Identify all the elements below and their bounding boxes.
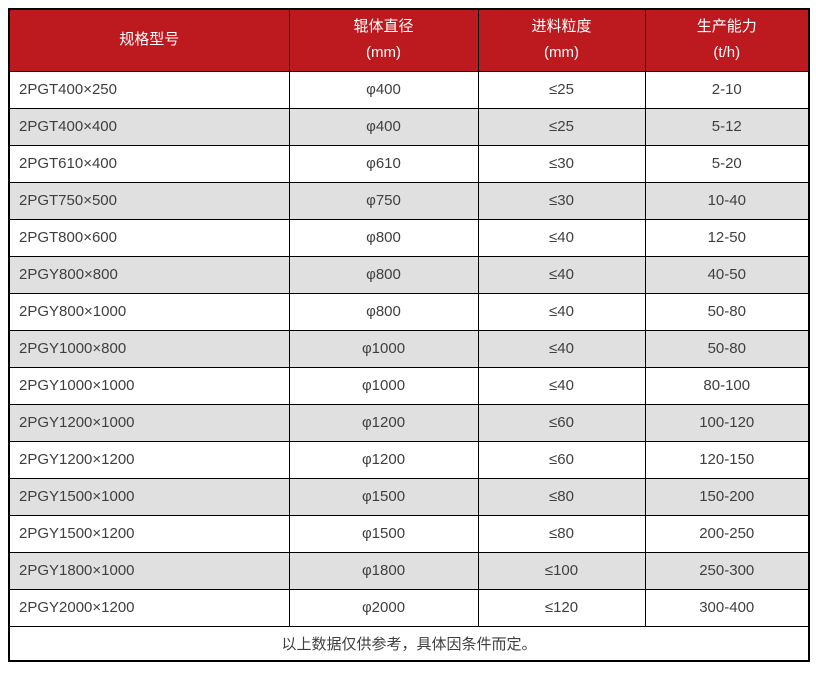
- table-row: 2PGT750×500 φ750 ≤30 10-40: [8, 181, 810, 220]
- cell-capacity: 50-80: [644, 292, 810, 331]
- column-header-feed-size-title: 进料粒度: [531, 18, 592, 36]
- spec-table-body: 2PGT400×250 φ400 ≤25 2-10 2PGT400×400 φ4…: [8, 70, 810, 627]
- cell-roller-diameter: φ1000: [288, 329, 479, 368]
- column-header-feed-size: 进料粒度 (mm): [477, 8, 646, 72]
- cell-feed-size: ≤40: [477, 292, 646, 331]
- cell-roller-diameter: φ1200: [288, 440, 479, 479]
- cell-capacity: 300-400: [644, 588, 810, 627]
- cell-roller-diameter: φ2000: [288, 588, 479, 627]
- column-header-model-title: 规格型号: [119, 31, 180, 49]
- cell-feed-size: ≤60: [477, 440, 646, 479]
- footer-row: 以上数据仅供参考，具体因条件而定。: [8, 625, 810, 662]
- cell-model: 2PGY2000×1200: [8, 588, 290, 627]
- cell-feed-size: ≤40: [477, 366, 646, 405]
- cell-capacity: 200-250: [644, 514, 810, 553]
- cell-capacity: 40-50: [644, 255, 810, 294]
- cell-model: 2PGY1200×1200: [8, 440, 290, 479]
- table-row: 2PGY1800×1000 φ1800 ≤100 250-300: [8, 551, 810, 590]
- column-header-feed-size-unit: (mm): [544, 44, 579, 62]
- cell-feed-size: ≤80: [477, 477, 646, 516]
- table-row: 2PGY1000×800 φ1000 ≤40 50-80: [8, 329, 810, 368]
- table-row: 2PGT400×400 φ400 ≤25 5-12: [8, 107, 810, 146]
- cell-roller-diameter: φ750: [288, 181, 479, 220]
- table-row: 2PGY2000×1200 φ2000 ≤120 300-400: [8, 588, 810, 627]
- header-row: 规格型号 辊体直径 (mm) 进料粒度 (mm) 生产能力 (t/h): [8, 8, 810, 72]
- cell-feed-size: ≤30: [477, 181, 646, 220]
- cell-capacity: 5-12: [644, 107, 810, 146]
- cell-capacity: 12-50: [644, 218, 810, 257]
- cell-model: 2PGY1200×1000: [8, 403, 290, 442]
- table-row: 2PGT610×400 φ610 ≤30 5-20: [8, 144, 810, 183]
- cell-model: 2PGY1000×1000: [8, 366, 290, 405]
- cell-roller-diameter: φ1500: [288, 477, 479, 516]
- spec-table-container: 规格型号 辊体直径 (mm) 进料粒度 (mm) 生产能力 (t/h) 2PGT…: [8, 8, 810, 662]
- cell-capacity: 250-300: [644, 551, 810, 590]
- column-header-capacity-title: 生产能力: [696, 18, 757, 36]
- cell-model: 2PGT400×400: [8, 107, 290, 146]
- column-header-model: 规格型号: [8, 8, 290, 72]
- cell-roller-diameter: φ610: [288, 144, 479, 183]
- cell-roller-diameter: φ400: [288, 107, 479, 146]
- cell-model: 2PGY800×1000: [8, 292, 290, 331]
- cell-model: 2PGT400×250: [8, 70, 290, 109]
- cell-feed-size: ≤60: [477, 403, 646, 442]
- cell-roller-diameter: φ800: [288, 255, 479, 294]
- table-row: 2PGY1500×1000 φ1500 ≤80 150-200: [8, 477, 810, 516]
- column-header-capacity: 生产能力 (t/h): [644, 8, 810, 72]
- cell-roller-diameter: φ1200: [288, 403, 479, 442]
- table-row: 2PGT400×250 φ400 ≤25 2-10: [8, 70, 810, 109]
- column-header-roller-diameter: 辊体直径 (mm): [288, 8, 479, 72]
- cell-model: 2PGY800×800: [8, 255, 290, 294]
- table-row: 2PGY1000×1000 φ1000 ≤40 80-100: [8, 366, 810, 405]
- column-header-roller-diameter-unit: (mm): [366, 44, 401, 62]
- cell-feed-size: ≤30: [477, 144, 646, 183]
- footer-note: 以上数据仅供参考，具体因条件而定。: [8, 625, 810, 662]
- cell-capacity: 10-40: [644, 181, 810, 220]
- cell-capacity: 150-200: [644, 477, 810, 516]
- cell-model: 2PGT610×400: [8, 144, 290, 183]
- cell-roller-diameter: φ1500: [288, 514, 479, 553]
- cell-feed-size: ≤120: [477, 588, 646, 627]
- table-row: 2PGY800×1000 φ800 ≤40 50-80: [8, 292, 810, 331]
- cell-roller-diameter: φ800: [288, 218, 479, 257]
- table-row: 2PGY1200×1000 φ1200 ≤60 100-120: [8, 403, 810, 442]
- cell-model: 2PGY1800×1000: [8, 551, 290, 590]
- cell-model: 2PGT750×500: [8, 181, 290, 220]
- cell-feed-size: ≤100: [477, 551, 646, 590]
- cell-model: 2PGY1500×1200: [8, 514, 290, 553]
- cell-feed-size: ≤40: [477, 329, 646, 368]
- cell-capacity: 80-100: [644, 366, 810, 405]
- spec-table-footer: 以上数据仅供参考，具体因条件而定。: [8, 625, 810, 662]
- cell-roller-diameter: φ400: [288, 70, 479, 109]
- cell-capacity: 5-20: [644, 144, 810, 183]
- cell-capacity: 100-120: [644, 403, 810, 442]
- cell-roller-diameter: φ800: [288, 292, 479, 331]
- cell-model: 2PGT800×600: [8, 218, 290, 257]
- cell-feed-size: ≤25: [477, 107, 646, 146]
- cell-feed-size: ≤40: [477, 218, 646, 257]
- cell-capacity: 120-150: [644, 440, 810, 479]
- spec-table-header: 规格型号 辊体直径 (mm) 进料粒度 (mm) 生产能力 (t/h): [8, 8, 810, 72]
- cell-roller-diameter: φ1800: [288, 551, 479, 590]
- cell-feed-size: ≤25: [477, 70, 646, 109]
- column-header-capacity-unit: (t/h): [713, 44, 741, 62]
- table-row: 2PGY1200×1200 φ1200 ≤60 120-150: [8, 440, 810, 479]
- cell-capacity: 2-10: [644, 70, 810, 109]
- cell-model: 2PGY1000×800: [8, 329, 290, 368]
- column-header-roller-diameter-title: 辊体直径: [353, 18, 414, 36]
- cell-model: 2PGY1500×1000: [8, 477, 290, 516]
- spec-table: 规格型号 辊体直径 (mm) 进料粒度 (mm) 生产能力 (t/h) 2PGT…: [8, 8, 810, 662]
- table-row: 2PGY1500×1200 φ1500 ≤80 200-250: [8, 514, 810, 553]
- cell-roller-diameter: φ1000: [288, 366, 479, 405]
- cell-capacity: 50-80: [644, 329, 810, 368]
- table-row: 2PGY800×800 φ800 ≤40 40-50: [8, 255, 810, 294]
- table-row: 2PGT800×600 φ800 ≤40 12-50: [8, 218, 810, 257]
- cell-feed-size: ≤80: [477, 514, 646, 553]
- cell-feed-size: ≤40: [477, 255, 646, 294]
